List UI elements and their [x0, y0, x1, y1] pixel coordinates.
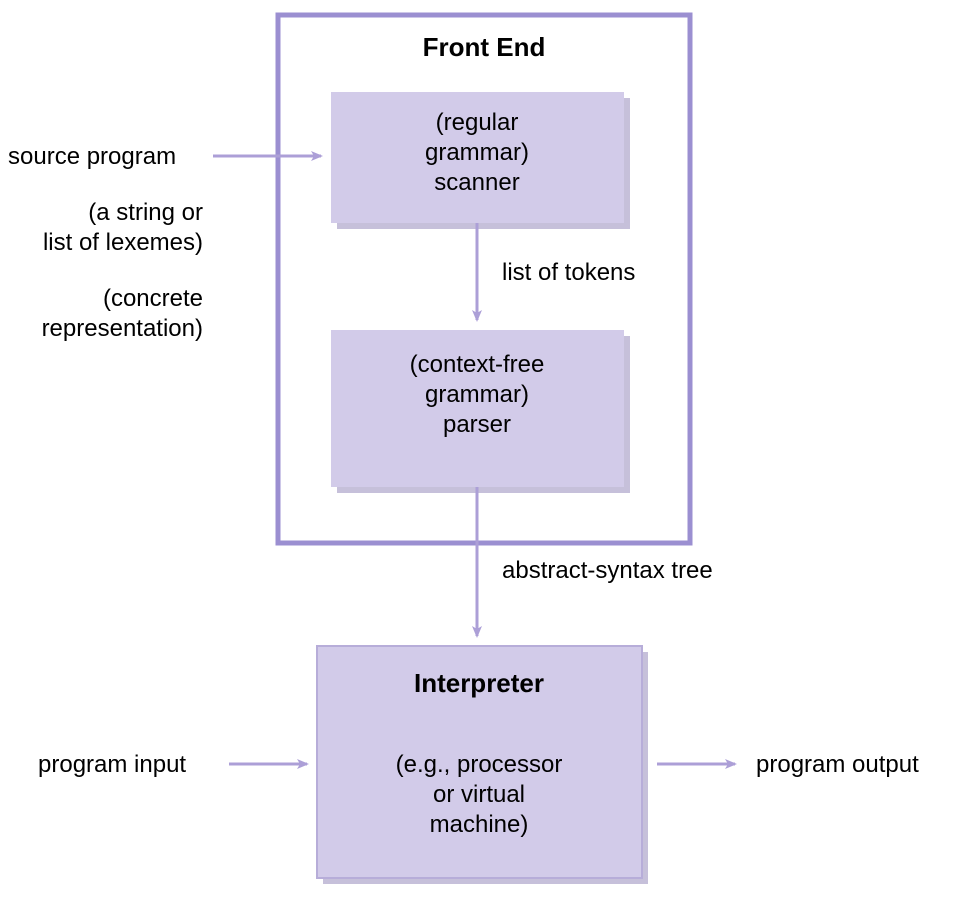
interpreter-line3: machine) — [430, 811, 529, 838]
interpreter-title: Interpreter — [414, 668, 544, 698]
parser-line3: parser — [443, 411, 511, 438]
program-output-label: program output — [756, 751, 919, 778]
source-sub2a: (concrete — [103, 285, 203, 312]
source-sub1b: list of lexemes) — [43, 229, 203, 256]
parser-line1: (context-free — [410, 351, 545, 378]
tokens-label: list of tokens — [502, 259, 635, 286]
source-program-label: source program — [8, 143, 176, 170]
front-end-title: Front End — [423, 32, 546, 62]
source-sub2b: representation) — [42, 315, 203, 342]
interpreter-line2: or virtual — [433, 781, 525, 808]
diagram-canvas: Front End (regular grammar) scanner list… — [0, 0, 964, 902]
source-sub1a: (a string or — [88, 199, 203, 226]
parser-line2: grammar) — [425, 381, 529, 408]
scanner-line3: scanner — [434, 169, 519, 196]
program-input-label: program input — [38, 751, 186, 778]
scanner-line1: (regular — [436, 109, 519, 136]
scanner-line2: grammar) — [425, 139, 529, 166]
interpreter-line1: (e.g., processor — [396, 751, 563, 778]
ast-label: abstract-syntax tree — [502, 557, 713, 584]
